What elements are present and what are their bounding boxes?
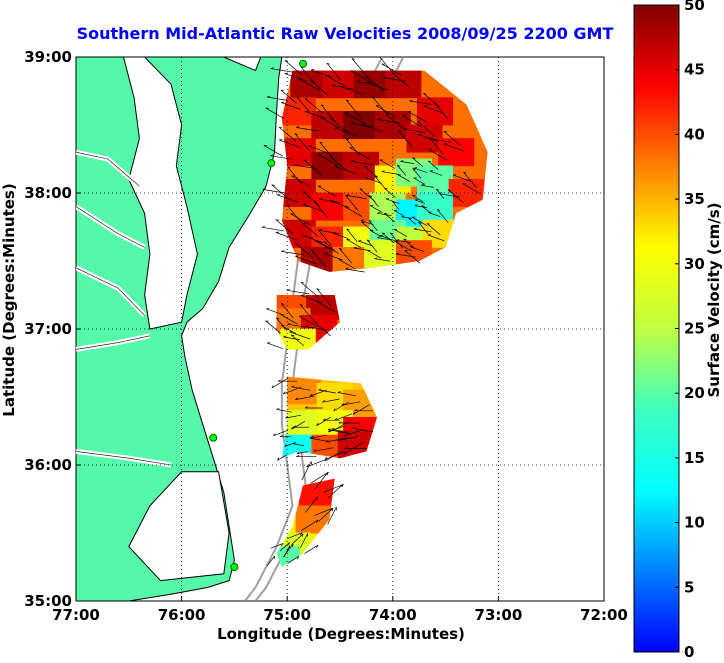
velocity-cell	[385, 70, 421, 98]
colorbar-tick-label: 5	[684, 578, 694, 596]
velocity-vector-head	[267, 343, 270, 344]
velocity-vector-head	[303, 235, 306, 236]
velocity-vector-head	[276, 232, 279, 233]
velocity-vector-head	[378, 55, 381, 56]
velocity-vector-head	[361, 220, 364, 221]
velocity-vector-head	[428, 212, 431, 213]
velocity-vector-head	[330, 201, 333, 202]
velocity-cell	[438, 138, 474, 166]
velocity-vector-head	[281, 102, 284, 103]
velocity-cell	[322, 70, 358, 98]
y-tick-label: 39:00	[24, 48, 72, 66]
y-tick-label: 35:00	[24, 592, 72, 610]
velocity-vector-head	[430, 171, 433, 172]
velocity-vector-head	[410, 246, 413, 247]
velocity-vector-head	[366, 177, 369, 178]
velocity-vector-head	[301, 295, 304, 296]
colorbar-label: Surface Velocity (cm/s)	[705, 202, 723, 397]
y-tick-label: 36:00	[24, 456, 72, 474]
x-tick-label: 74:00	[369, 606, 417, 624]
velocity-vector-head	[277, 194, 280, 195]
velocity-vector-head	[358, 241, 361, 242]
velocity-vector-head	[386, 198, 389, 199]
velocity-cell	[407, 125, 443, 153]
colorbar-tick-label: 20	[684, 384, 705, 402]
velocity-vector-head	[324, 253, 327, 254]
chart-title: Southern Mid-Atlantic Raw Velocities 200…	[77, 24, 614, 43]
y-tick-label: 38:00	[24, 184, 72, 202]
radar-site-marker	[300, 60, 307, 67]
radar-site-marker	[268, 160, 275, 167]
colorbar-tick-label: 0	[684, 643, 694, 659]
velocity-cell	[285, 410, 321, 438]
velocity-vector-head	[335, 128, 338, 129]
colorbar-tick-label: 10	[684, 514, 705, 532]
velocity-vector-head	[309, 146, 312, 147]
velocity-cell	[364, 240, 400, 268]
velocity-vector-head	[428, 235, 431, 236]
y-tick-label: 37:00	[24, 320, 72, 338]
colorbar-tick-label: 40	[684, 125, 705, 143]
x-tick-label: 73:00	[475, 606, 523, 624]
colorbar-tick-label: 35	[684, 190, 705, 208]
velocity-vector-head	[279, 140, 282, 141]
x-tick-label: 76:00	[158, 606, 206, 624]
velocity-cell	[311, 152, 347, 180]
colorbar: 0 5 10 15 20 25 30 35 40 45 50 Surface Velocity (c…	[634, 0, 723, 659]
velocity-cell	[311, 193, 347, 221]
colorbar-gradient	[634, 5, 679, 652]
velocity-vector-head	[317, 497, 318, 500]
velocity-vector-head	[274, 556, 275, 559]
velocity-vector-head	[414, 168, 417, 169]
velocity-vector-head	[266, 308, 269, 309]
velocity-vector-head	[444, 144, 447, 145]
velocity-cell	[343, 152, 379, 180]
velocity-vector-head	[341, 86, 344, 87]
x-tick-label: 72:00	[580, 606, 628, 624]
velocity-vector-head	[380, 235, 383, 236]
velocity-vector-head	[311, 69, 314, 70]
velocity-vector-head	[303, 204, 306, 205]
x-tick-label: 75:00	[263, 606, 311, 624]
colorbar-tick-label: 45	[684, 61, 705, 79]
velocity-vector-head	[415, 200, 418, 201]
colorbar-tick-label: 50	[684, 0, 705, 14]
y-axis-ticks: 35:00 36:00 37:00 38:00 39:00	[24, 48, 81, 610]
velocity-cell	[417, 97, 453, 125]
colorbar-tick-label: 30	[684, 255, 705, 273]
colorbar-tick-label: 15	[684, 449, 705, 467]
velocity-vector-head	[333, 233, 336, 234]
velocity-vector-head	[361, 124, 364, 125]
y-axis-label: Latitude (Degrees:Minutes)	[0, 183, 18, 416]
velocity-cell	[285, 376, 321, 404]
radar-site-marker	[231, 564, 238, 571]
velocity-cell	[417, 165, 453, 193]
velocity-vector-head	[418, 134, 421, 135]
velocity-vector-head	[293, 544, 294, 547]
radar-site-marker	[210, 434, 217, 441]
velocity-vector-head	[295, 256, 298, 257]
velocity-vector-head	[453, 175, 456, 176]
velocity-vector-head	[424, 106, 427, 107]
x-axis-label: Longitude (Degrees:Minutes)	[217, 625, 465, 643]
colorbar-tick-label: 25	[684, 320, 705, 338]
